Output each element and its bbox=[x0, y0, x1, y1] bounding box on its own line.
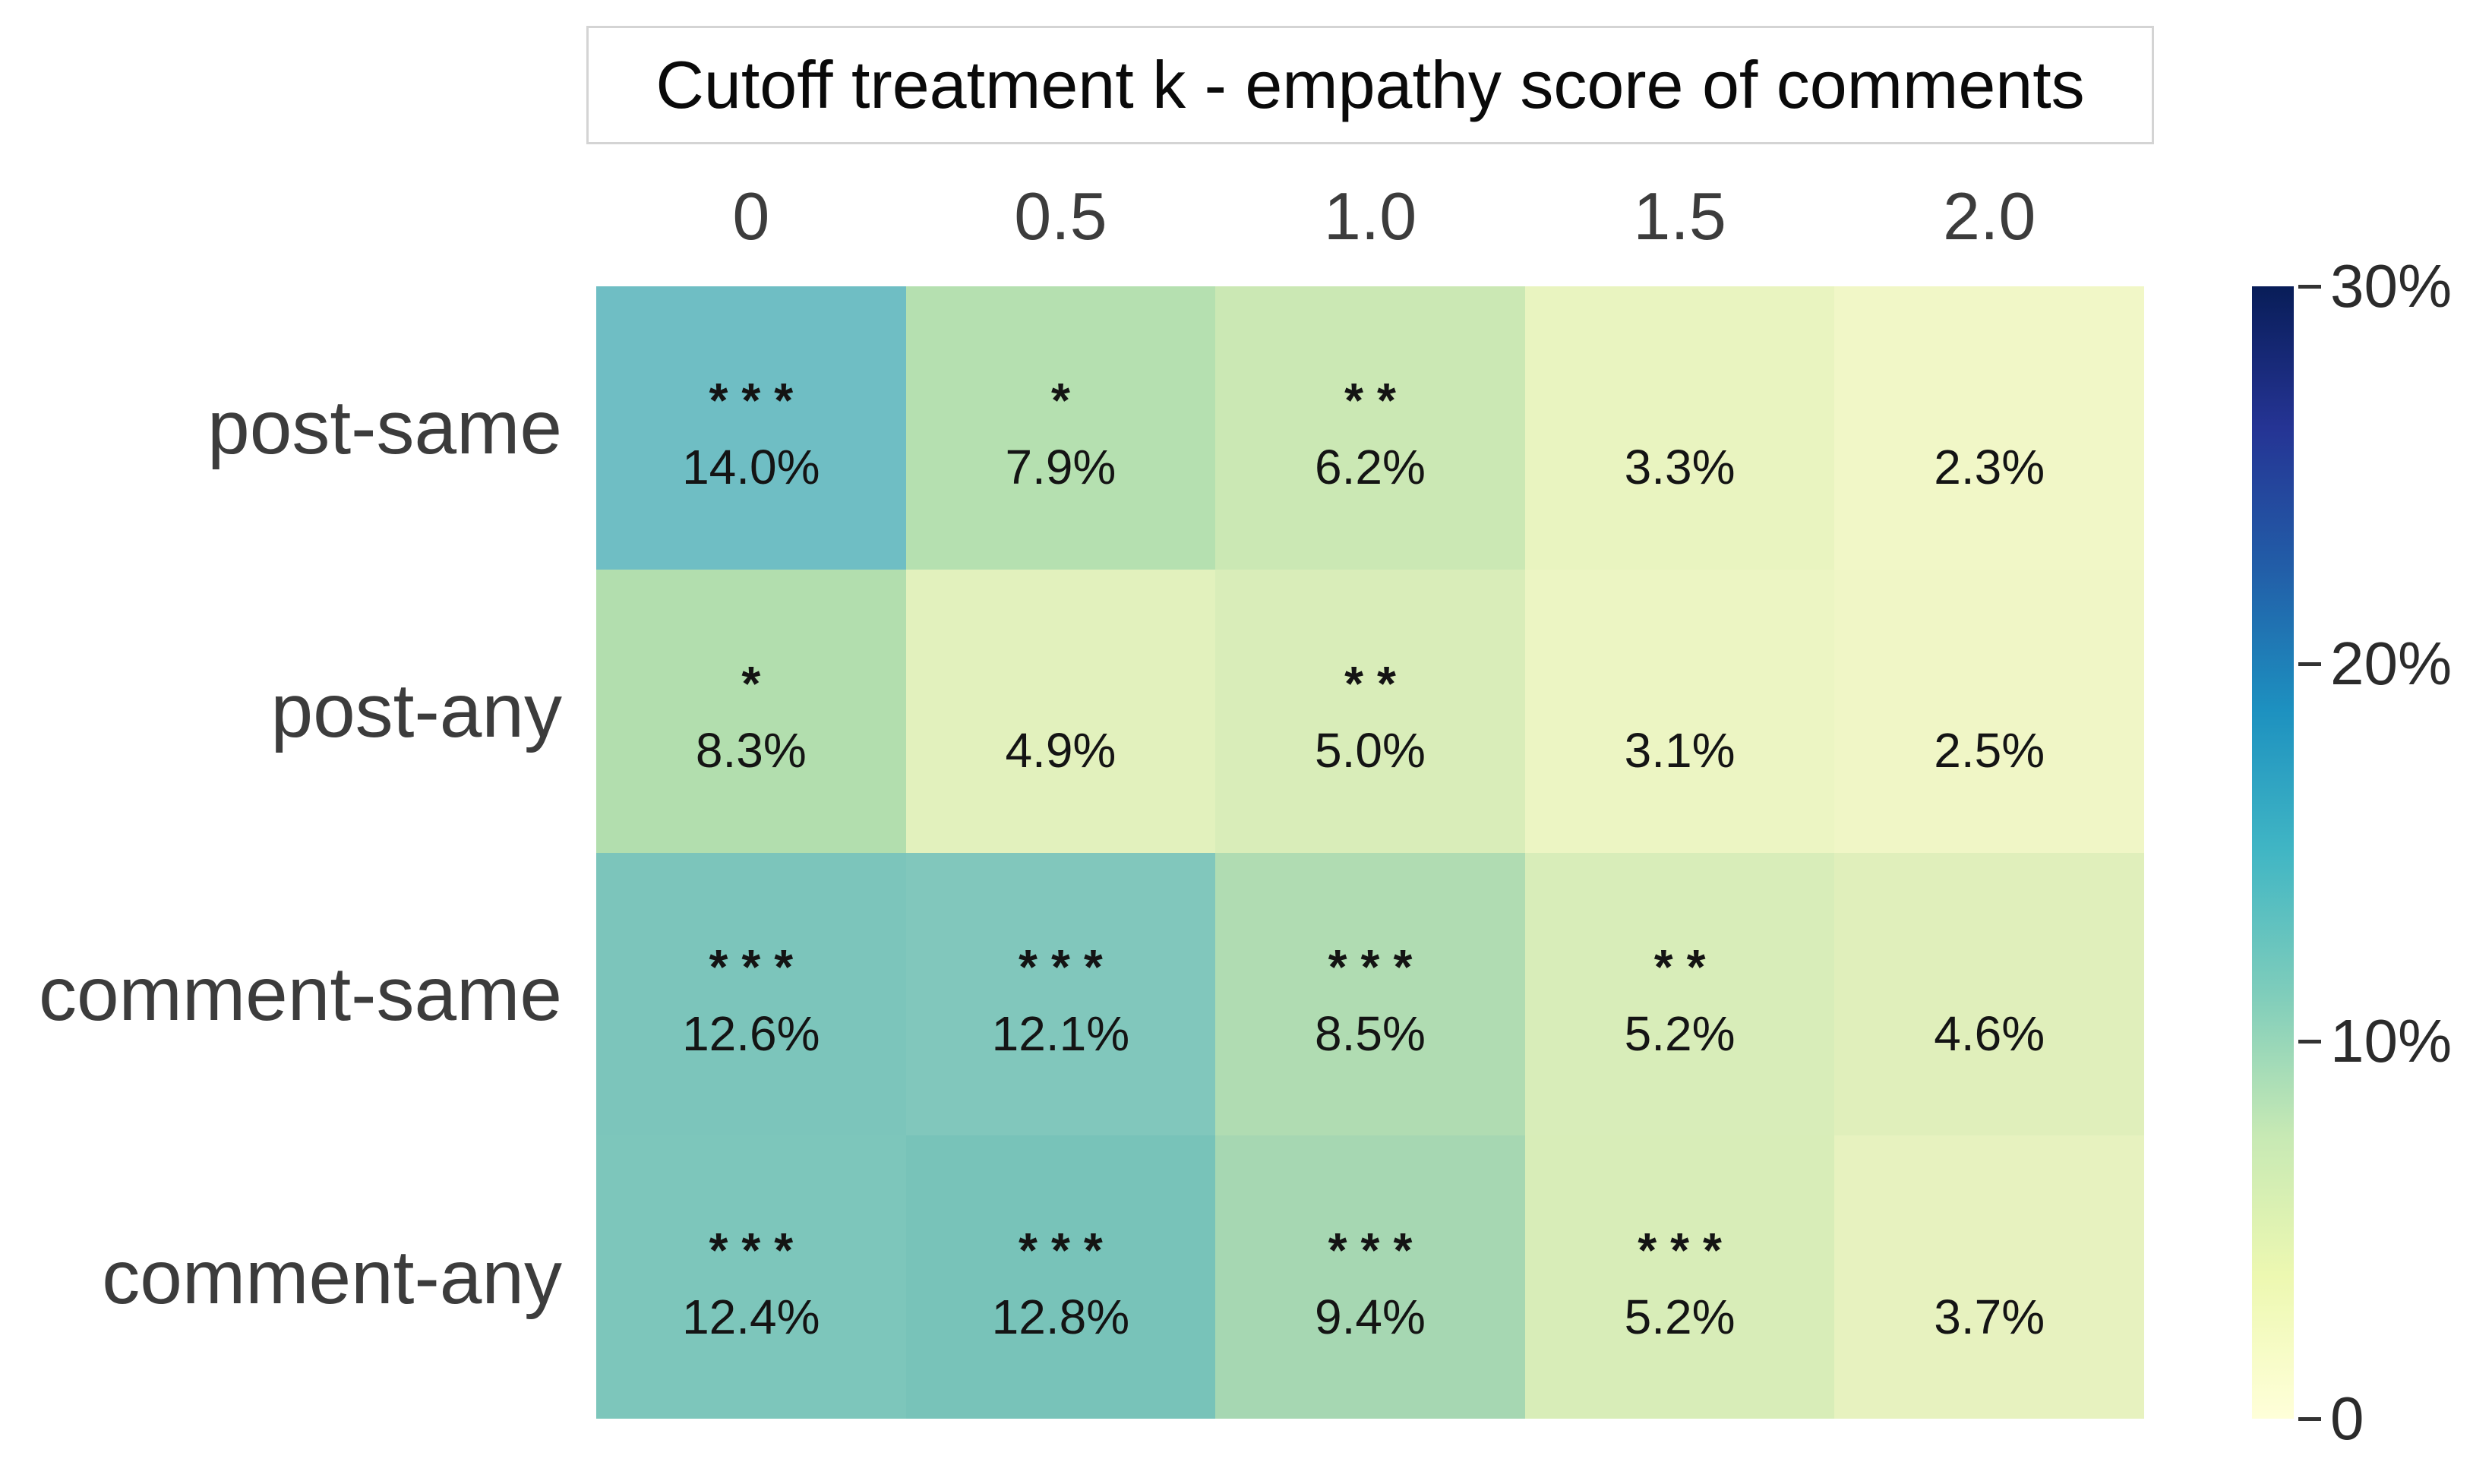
cell-value: 5.2% bbox=[1624, 1289, 1736, 1344]
y-tick-label: comment-any bbox=[102, 1234, 562, 1320]
cell-value: 4.6% bbox=[1934, 1006, 2045, 1061]
cell-value: 8.3% bbox=[695, 723, 807, 778]
colorbar-tick-label: 10% bbox=[2330, 1007, 2453, 1075]
cell-value: 12.4% bbox=[682, 1289, 820, 1344]
cell-value: 3.1% bbox=[1624, 723, 1736, 778]
cell-value: 5.0% bbox=[1315, 723, 1426, 778]
heatmap-cell: ** 6.2% bbox=[1215, 286, 1525, 570]
heatmap-grid: *** 14.0% * 7.9% ** 6.2% 3.3% 2.3% * 8.3% 4.9% ** 5.… bbox=[596, 286, 2144, 1419]
cell-value: 2.3% bbox=[1934, 440, 2045, 495]
heatmap-cell: *** 12.8% bbox=[905, 1135, 1216, 1419]
cell-value: 6.2% bbox=[1315, 440, 1426, 495]
cell-value: 14.0% bbox=[682, 440, 820, 495]
x-tick-label: 0.5 bbox=[1014, 178, 1107, 254]
significance-stars: * bbox=[1050, 373, 1084, 428]
cell-value: 5.2% bbox=[1624, 1006, 1736, 1061]
heatmap-cell: 2.5% bbox=[1834, 569, 2144, 853]
colorbar-tick-mark bbox=[2298, 285, 2321, 289]
colorbar-tick-label: 20% bbox=[2330, 630, 2453, 697]
cell-value: 9.4% bbox=[1315, 1289, 1426, 1344]
heatmap-cell: *** 8.5% bbox=[1215, 852, 1525, 1136]
heatmap-cell: 4.6% bbox=[1834, 852, 2144, 1136]
colorbar-tick-label: 30% bbox=[2330, 252, 2453, 320]
x-tick-label: 0 bbox=[732, 178, 770, 254]
significance-stars: *** bbox=[1019, 1222, 1117, 1277]
heatmap-cell: 3.7% bbox=[1834, 1135, 2144, 1419]
colorbar-tick-label: 0 bbox=[2330, 1385, 2364, 1452]
cell-value: 2.5% bbox=[1934, 723, 2045, 778]
significance-stars: *** bbox=[1019, 939, 1117, 994]
significance-stars: *** bbox=[709, 939, 807, 994]
colorbar-tick-mark bbox=[2298, 662, 2321, 666]
heatmap-cell: 2.3% bbox=[1834, 286, 2144, 570]
cell-value: 3.3% bbox=[1624, 440, 1736, 495]
significance-stars: ** bbox=[1344, 656, 1410, 712]
cell-value: 12.6% bbox=[682, 1006, 820, 1061]
x-tick-label: 1.0 bbox=[1323, 178, 1417, 254]
heatmap-cell: *** 12.1% bbox=[905, 852, 1216, 1136]
colorbar-tick-mark bbox=[2298, 1040, 2321, 1044]
significance-stars: *** bbox=[709, 1222, 807, 1277]
chart-title: Cutoff treatment k - empathy score of co… bbox=[655, 47, 2085, 122]
heatmap-cell: *** 5.2% bbox=[1524, 1135, 1835, 1419]
y-tick-label: comment-same bbox=[38, 951, 562, 1037]
cell-value: 8.5% bbox=[1315, 1006, 1426, 1061]
y-tick-label: post-any bbox=[270, 668, 562, 754]
heatmap-cell: ** 5.0% bbox=[1215, 569, 1525, 853]
significance-stars: *** bbox=[1638, 1222, 1736, 1277]
heatmap-cell: * 8.3% bbox=[596, 569, 906, 853]
significance-stars: ** bbox=[1344, 373, 1410, 428]
significance-stars: ** bbox=[1653, 939, 1720, 994]
colorbar-gradient bbox=[2252, 286, 2294, 1419]
colorbar-tick-mark bbox=[2298, 1417, 2321, 1421]
heatmap-cell: *** 12.4% bbox=[596, 1135, 906, 1419]
heatmap-cell: 3.3% bbox=[1524, 286, 1835, 570]
significance-stars: *** bbox=[709, 373, 807, 428]
heatmap-cell: *** 12.6% bbox=[596, 852, 906, 1136]
chart-title-box: Cutoff treatment k - empathy score of co… bbox=[586, 26, 2154, 144]
significance-stars: *** bbox=[1328, 939, 1426, 994]
heatmap-cell: 3.1% bbox=[1524, 569, 1835, 853]
heatmap-cell: *** 14.0% bbox=[596, 286, 906, 570]
cell-value: 4.9% bbox=[1005, 723, 1117, 778]
cell-value: 12.1% bbox=[991, 1006, 1130, 1061]
significance-stars: * bbox=[741, 656, 775, 712]
x-tick-label: 2.0 bbox=[1943, 178, 2036, 254]
cell-value: 7.9% bbox=[1005, 440, 1117, 495]
heatmap-cell: 4.9% bbox=[905, 569, 1216, 853]
cell-value: 12.8% bbox=[991, 1289, 1130, 1344]
significance-stars: *** bbox=[1328, 1222, 1426, 1277]
cell-value: 3.7% bbox=[1934, 1289, 2045, 1344]
heatmap-cell: ** 5.2% bbox=[1524, 852, 1835, 1136]
y-tick-label: post-same bbox=[207, 385, 562, 471]
x-tick-label: 1.5 bbox=[1633, 178, 1726, 254]
heatmap-cell: *** 9.4% bbox=[1215, 1135, 1525, 1419]
heatmap-cell: * 7.9% bbox=[905, 286, 1216, 570]
